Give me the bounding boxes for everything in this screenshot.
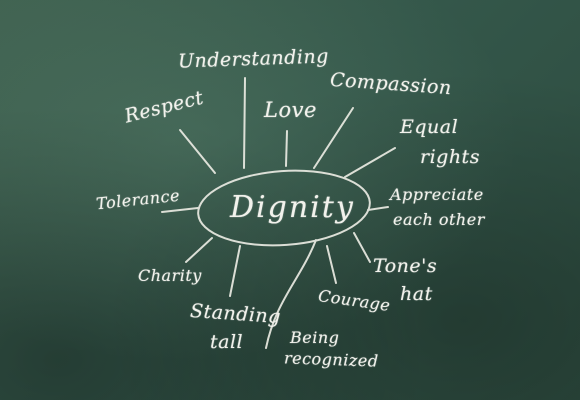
node-love: Love <box>264 98 317 122</box>
connector-being-recognized <box>265 239 317 349</box>
connector-charity <box>185 237 213 263</box>
connector-courage <box>326 245 337 284</box>
connector-tones-hat <box>353 232 371 263</box>
node-being-recognized-line1: Being <box>290 328 340 347</box>
connector-tolerance <box>161 207 199 213</box>
node-being-recognized-line2: recognized <box>283 348 379 371</box>
connector-love <box>285 130 288 167</box>
connector-standing-tall <box>229 245 241 297</box>
connector-compassion <box>313 107 354 169</box>
center-concept: Dignity <box>230 190 355 225</box>
node-tones-hat-line2: hat <box>400 283 433 305</box>
node-appreciate-line1: Appreciate <box>390 185 484 204</box>
node-understanding: Understanding <box>177 45 330 73</box>
connector-equal-rights <box>344 147 396 178</box>
node-charity: Charity <box>138 266 202 285</box>
node-standing-tall-line2: tall <box>210 331 244 353</box>
connector-respect <box>179 129 216 174</box>
node-tones-hat-line1: Tone's <box>373 255 438 277</box>
connector-understanding <box>243 77 246 169</box>
connector-appreciate <box>367 206 389 211</box>
node-equal-rights-line1: Equal <box>400 116 459 138</box>
node-appreciate-line2: each other <box>393 210 485 229</box>
node-equal-rights-line2: rights <box>420 146 480 168</box>
center-ellipse <box>197 169 371 247</box>
